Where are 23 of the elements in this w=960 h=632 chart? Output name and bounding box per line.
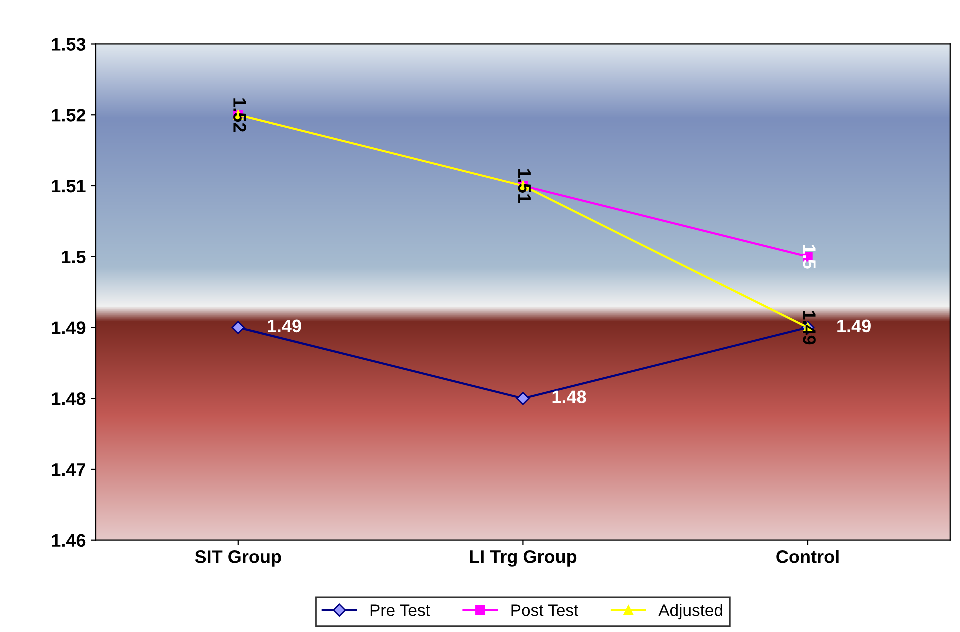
data-label: 1.49 xyxy=(268,320,302,333)
x-tick-label: Control xyxy=(776,550,839,564)
legend-label: Post Test xyxy=(512,604,579,616)
data-label: 1.5 xyxy=(803,245,816,269)
legend-label: Pre Test xyxy=(370,604,430,616)
data-label: 1.48 xyxy=(552,390,586,404)
y-tick-label: 1.46 xyxy=(52,534,86,548)
data-label: 1.52 xyxy=(234,98,246,132)
point xyxy=(516,392,530,406)
data-label: 1.49 xyxy=(803,311,816,345)
y-tick-label: 1.48 xyxy=(52,392,86,406)
y-tick-label: 1.47 xyxy=(52,464,86,476)
x-tick-label: LI Trg Group xyxy=(470,550,577,567)
point xyxy=(232,321,245,334)
data-label: 1.49 xyxy=(838,320,871,333)
y-tick-label: 1.52 xyxy=(52,109,86,122)
y-tick-label: 1.53 xyxy=(52,38,86,51)
legend-label: Adjusted xyxy=(658,604,722,620)
y-tick-label: 1.5 xyxy=(62,250,86,264)
y-tick-label: 1.49 xyxy=(52,322,86,334)
data-label: 1.51 xyxy=(518,170,531,204)
x-tick-label: SIT Group xyxy=(195,550,282,567)
y-tick-label: 1.51 xyxy=(52,180,86,193)
